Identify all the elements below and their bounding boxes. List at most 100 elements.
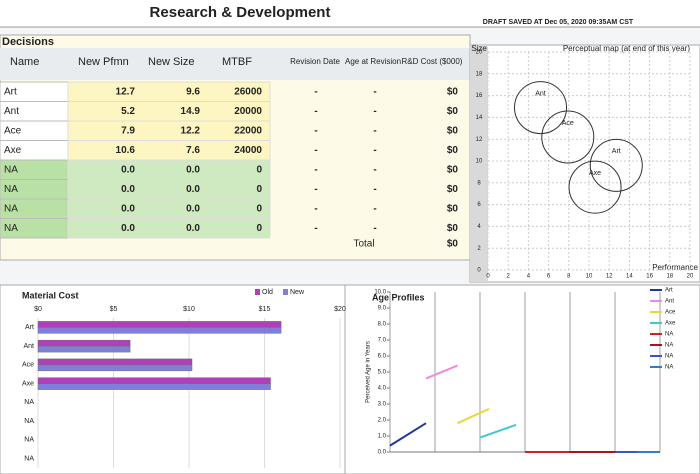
x-tick-label: 2 [507, 274, 511, 280]
table-cell: 0.0 [121, 203, 135, 214]
table-cell: 24000 [234, 145, 262, 156]
value-cells [67, 198, 271, 219]
column-header: MTBF [222, 56, 252, 68]
y-tick-label: 20 [476, 50, 483, 56]
table-cell: 7.9 [121, 125, 135, 136]
table-header [0, 48, 470, 80]
table-cell: $0 [447, 184, 459, 195]
save-status: DRAFT SAVED AT Dec 05, 2020 09:35AM CST [483, 19, 634, 26]
table-cell: 26000 [234, 86, 262, 97]
x-tick-label: 4 [527, 274, 531, 280]
y-tick-label: 3.0 [378, 402, 387, 408]
page-title: Research & Development [150, 4, 331, 21]
bar [37, 339, 131, 347]
column-header: Age at Revision [345, 57, 401, 66]
table-cell: 12.2 [181, 125, 201, 136]
table-cell: 0 [256, 184, 262, 195]
x-tick-label: 6 [547, 274, 551, 280]
bar [37, 358, 193, 366]
table-cell: 0 [256, 203, 262, 214]
category-label: NA [24, 455, 34, 462]
column-header: New Pfmn [78, 56, 129, 68]
product-circle [514, 81, 568, 135]
table-cell: - [314, 223, 317, 234]
x-tick-label: 12 [606, 274, 613, 280]
series-line [479, 423, 517, 439]
total-value: $0 [447, 239, 459, 250]
x-tick-label: $20 [334, 306, 346, 313]
table-cell: - [314, 164, 317, 175]
bar [37, 383, 271, 390]
y-tick-label: 6 [477, 202, 481, 208]
table-cell: - [314, 125, 317, 136]
table-cell: - [373, 106, 376, 117]
y-tick-label: 16 [476, 93, 483, 99]
bar [37, 377, 271, 384]
y-tick-label: 8 [477, 180, 481, 186]
table-cell: $0 [447, 106, 459, 117]
series-line [425, 364, 458, 380]
table-cell: - [314, 145, 317, 156]
table-cell: - [373, 184, 376, 195]
table-cell: 0.0 [186, 203, 200, 214]
x-tick-label: $15 [259, 306, 271, 313]
table-cell: $0 [447, 86, 459, 97]
product-label: Ant [535, 90, 546, 97]
legend-label: NA [665, 332, 673, 338]
table-cell: 0.0 [121, 184, 135, 195]
table-cell: $0 [447, 125, 459, 136]
table-cell: Art [4, 86, 17, 97]
table-cell: 0.0 [186, 184, 200, 195]
bar [37, 364, 193, 372]
table-cell: 12.7 [116, 86, 136, 97]
x-tick-label: $5 [110, 306, 118, 313]
series-line [389, 422, 427, 447]
table-cell: Ant [4, 106, 19, 117]
legend-label: Ant [665, 299, 674, 305]
legend-label: NA [665, 343, 673, 349]
y-tick-label: 2 [477, 246, 481, 252]
column-header: Name [10, 56, 39, 68]
y-tick-label: 4.0 [378, 386, 387, 392]
table-cell: - [314, 86, 317, 97]
legend-label: New [290, 289, 305, 296]
table-cell: 0.0 [186, 223, 200, 234]
table-cell: 0 [256, 164, 262, 175]
table-cell: - [373, 164, 376, 175]
table-cell: 7.6 [186, 145, 200, 156]
x-tick-label: 16 [646, 274, 653, 280]
table-cell: - [373, 86, 376, 97]
map-axis-band [470, 45, 488, 282]
y-tick-label: 9.0 [378, 306, 387, 312]
x-tick-label: 0 [486, 274, 490, 280]
map-title: Perceptual map (at end of this year) [563, 44, 691, 53]
y-tick-label: 6.0 [378, 354, 387, 360]
map-x-label: Performance [652, 263, 698, 272]
y-axis-label: Perceived Age in Years [366, 341, 372, 403]
legend-swatch [255, 289, 260, 295]
category-label: NA [24, 418, 34, 425]
legend-label: Old [262, 289, 273, 296]
y-tick-label: 14 [476, 115, 483, 121]
product-circle [541, 110, 595, 164]
table-cell: - [373, 145, 376, 156]
y-tick-label: 7.0 [378, 338, 387, 344]
category-label: Ant [23, 343, 34, 350]
y-tick-label: 2.0 [378, 418, 387, 424]
legend-swatch [283, 289, 288, 295]
table-cell: NA [4, 164, 18, 175]
legend-label: Axe [665, 321, 676, 327]
x-tick-label: 14 [626, 274, 633, 280]
table-cell: - [314, 184, 317, 195]
bar [37, 327, 282, 334]
table-cell: 0.0 [121, 164, 135, 175]
legend-label: Ace [665, 310, 676, 316]
y-tick-label: 12 [476, 137, 483, 143]
table-cell: 0 [256, 223, 262, 234]
y-tick-label: 18 [476, 71, 483, 77]
table-cell: 5.2 [121, 106, 135, 117]
table-cell: 0.0 [121, 223, 135, 234]
category-label: NA [24, 399, 34, 406]
y-tick-label: 4 [477, 224, 481, 230]
